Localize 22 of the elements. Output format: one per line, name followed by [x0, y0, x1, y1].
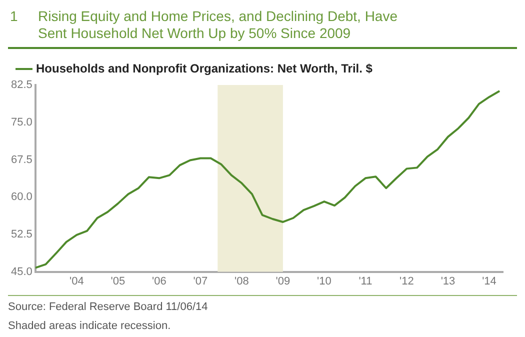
text: Shaded areas indicate recession. — [8, 320, 172, 332]
x-tick-label: '10 — [317, 275, 332, 288]
text: 1 — [9, 8, 19, 26]
x-tick-label: '05 — [110, 275, 126, 288]
x-tick-label: '08 — [234, 275, 249, 288]
y-tick-label: 52.5 — [10, 228, 32, 240]
x-tick-label: '04 — [69, 275, 84, 288]
y-tick-label: 82.5 — [10, 79, 32, 92]
y-tick-label: 75.0 — [10, 116, 32, 128]
y-tick-label: 60.0 — [10, 191, 32, 204]
x-tick-label: '07 — [193, 275, 208, 288]
x-tick-label: '12 — [400, 275, 414, 288]
chart-title: Rising Equity and Home Prices, and Declining Debt, Have Sent Household Net Worth Up by 50% Since 2009 — [38, 8, 398, 42]
x-tick-label: '09 — [276, 275, 290, 288]
y-tick-label: 45.0 — [10, 266, 32, 278]
x-tick-label: '13 — [440, 275, 456, 288]
legend-label: Households and Nonprofit Organizations: Net Worth, Tril. $ — [36, 61, 373, 76]
x-tick-label: '14 — [482, 275, 496, 288]
x-tick-label: '06 — [152, 275, 166, 288]
y-tick-label: 67.5 — [10, 154, 32, 166]
source-note: Source: Federal Reserve Board 11/06/14 — [8, 301, 209, 313]
x-tick-label: '11 — [358, 275, 372, 288]
